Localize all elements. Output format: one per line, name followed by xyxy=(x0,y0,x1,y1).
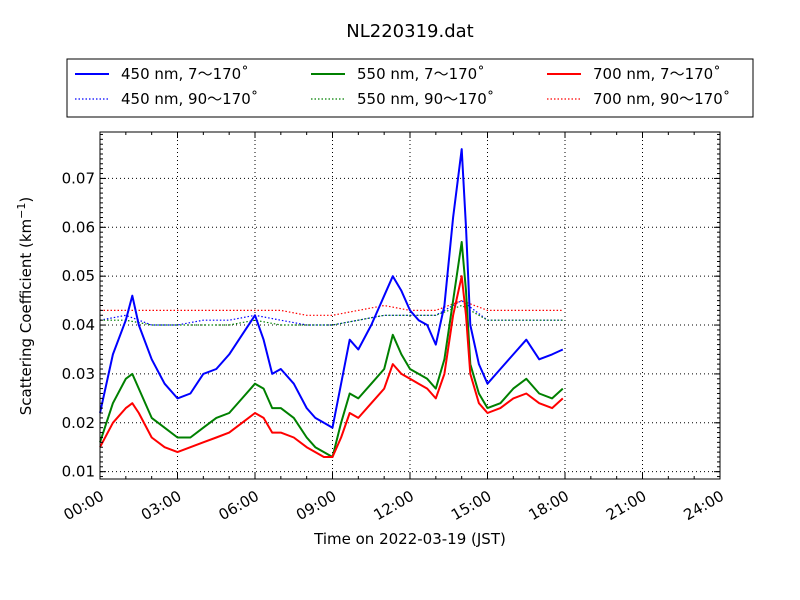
y-tick-label: 0.02 xyxy=(62,414,95,432)
x-tick-label: 03:00 xyxy=(138,487,184,524)
series-line xyxy=(100,304,563,326)
x-tick-label: 21:00 xyxy=(603,487,649,524)
y-tick-label: 0.07 xyxy=(62,169,95,187)
x-axis-label: Time on 2022-03-19 (JST) xyxy=(313,530,506,548)
x-tick-label: 09:00 xyxy=(293,487,339,524)
y-axis-label-exponent: −1 xyxy=(15,203,28,219)
legend-label: 450 nm, 90～170˚ xyxy=(121,90,258,108)
legend-label: 700 nm, 7～170˚ xyxy=(593,65,721,83)
legend-label: 550 nm, 90～170˚ xyxy=(357,90,494,108)
series-layer xyxy=(99,148,564,458)
series-line xyxy=(99,300,563,326)
x-tick-label: 15:00 xyxy=(448,487,494,524)
y-tick-label: 0.01 xyxy=(62,463,95,481)
series-line xyxy=(100,300,563,316)
y-tick-label: 0.04 xyxy=(62,316,95,334)
legend-box xyxy=(66,58,754,118)
legend-label: 550 nm, 7～170˚ xyxy=(357,65,485,83)
legend-label: 450 nm, 7～170˚ xyxy=(121,65,249,83)
grid xyxy=(100,132,720,479)
series-line xyxy=(99,275,564,458)
x-tick-label: 00:00 xyxy=(61,487,107,524)
y-axis-label-close: ) xyxy=(17,197,35,203)
x-tick-label: 24:00 xyxy=(681,487,727,524)
y-tick-label: 0.05 xyxy=(62,267,95,285)
series-line xyxy=(99,148,564,429)
legend: 450 nm, 7～170˚ 550 nm, 7～170˚ 700 nm, 7～17… xyxy=(66,58,754,118)
x-tick-label: 12:00 xyxy=(371,487,417,524)
x-tick-label: 06:00 xyxy=(216,487,262,524)
y-tick-label: 0.03 xyxy=(62,365,95,383)
legend-label: 700 nm, 90～170˚ xyxy=(593,90,730,108)
ticks: 00:00 03:00 06:00 09:00 12:00 15:00 18:00 21:00… xyxy=(61,132,727,524)
y-axis-label-main: Scattering Coefficient (km xyxy=(17,219,35,415)
series-line xyxy=(99,241,564,458)
x-tick-label: 18:00 xyxy=(526,487,572,524)
chart-title: NL220319.dat xyxy=(346,21,473,42)
y-axis-label: Scattering Coefficient (km−1) xyxy=(15,197,35,416)
y-tick-label: 0.06 xyxy=(62,218,95,236)
